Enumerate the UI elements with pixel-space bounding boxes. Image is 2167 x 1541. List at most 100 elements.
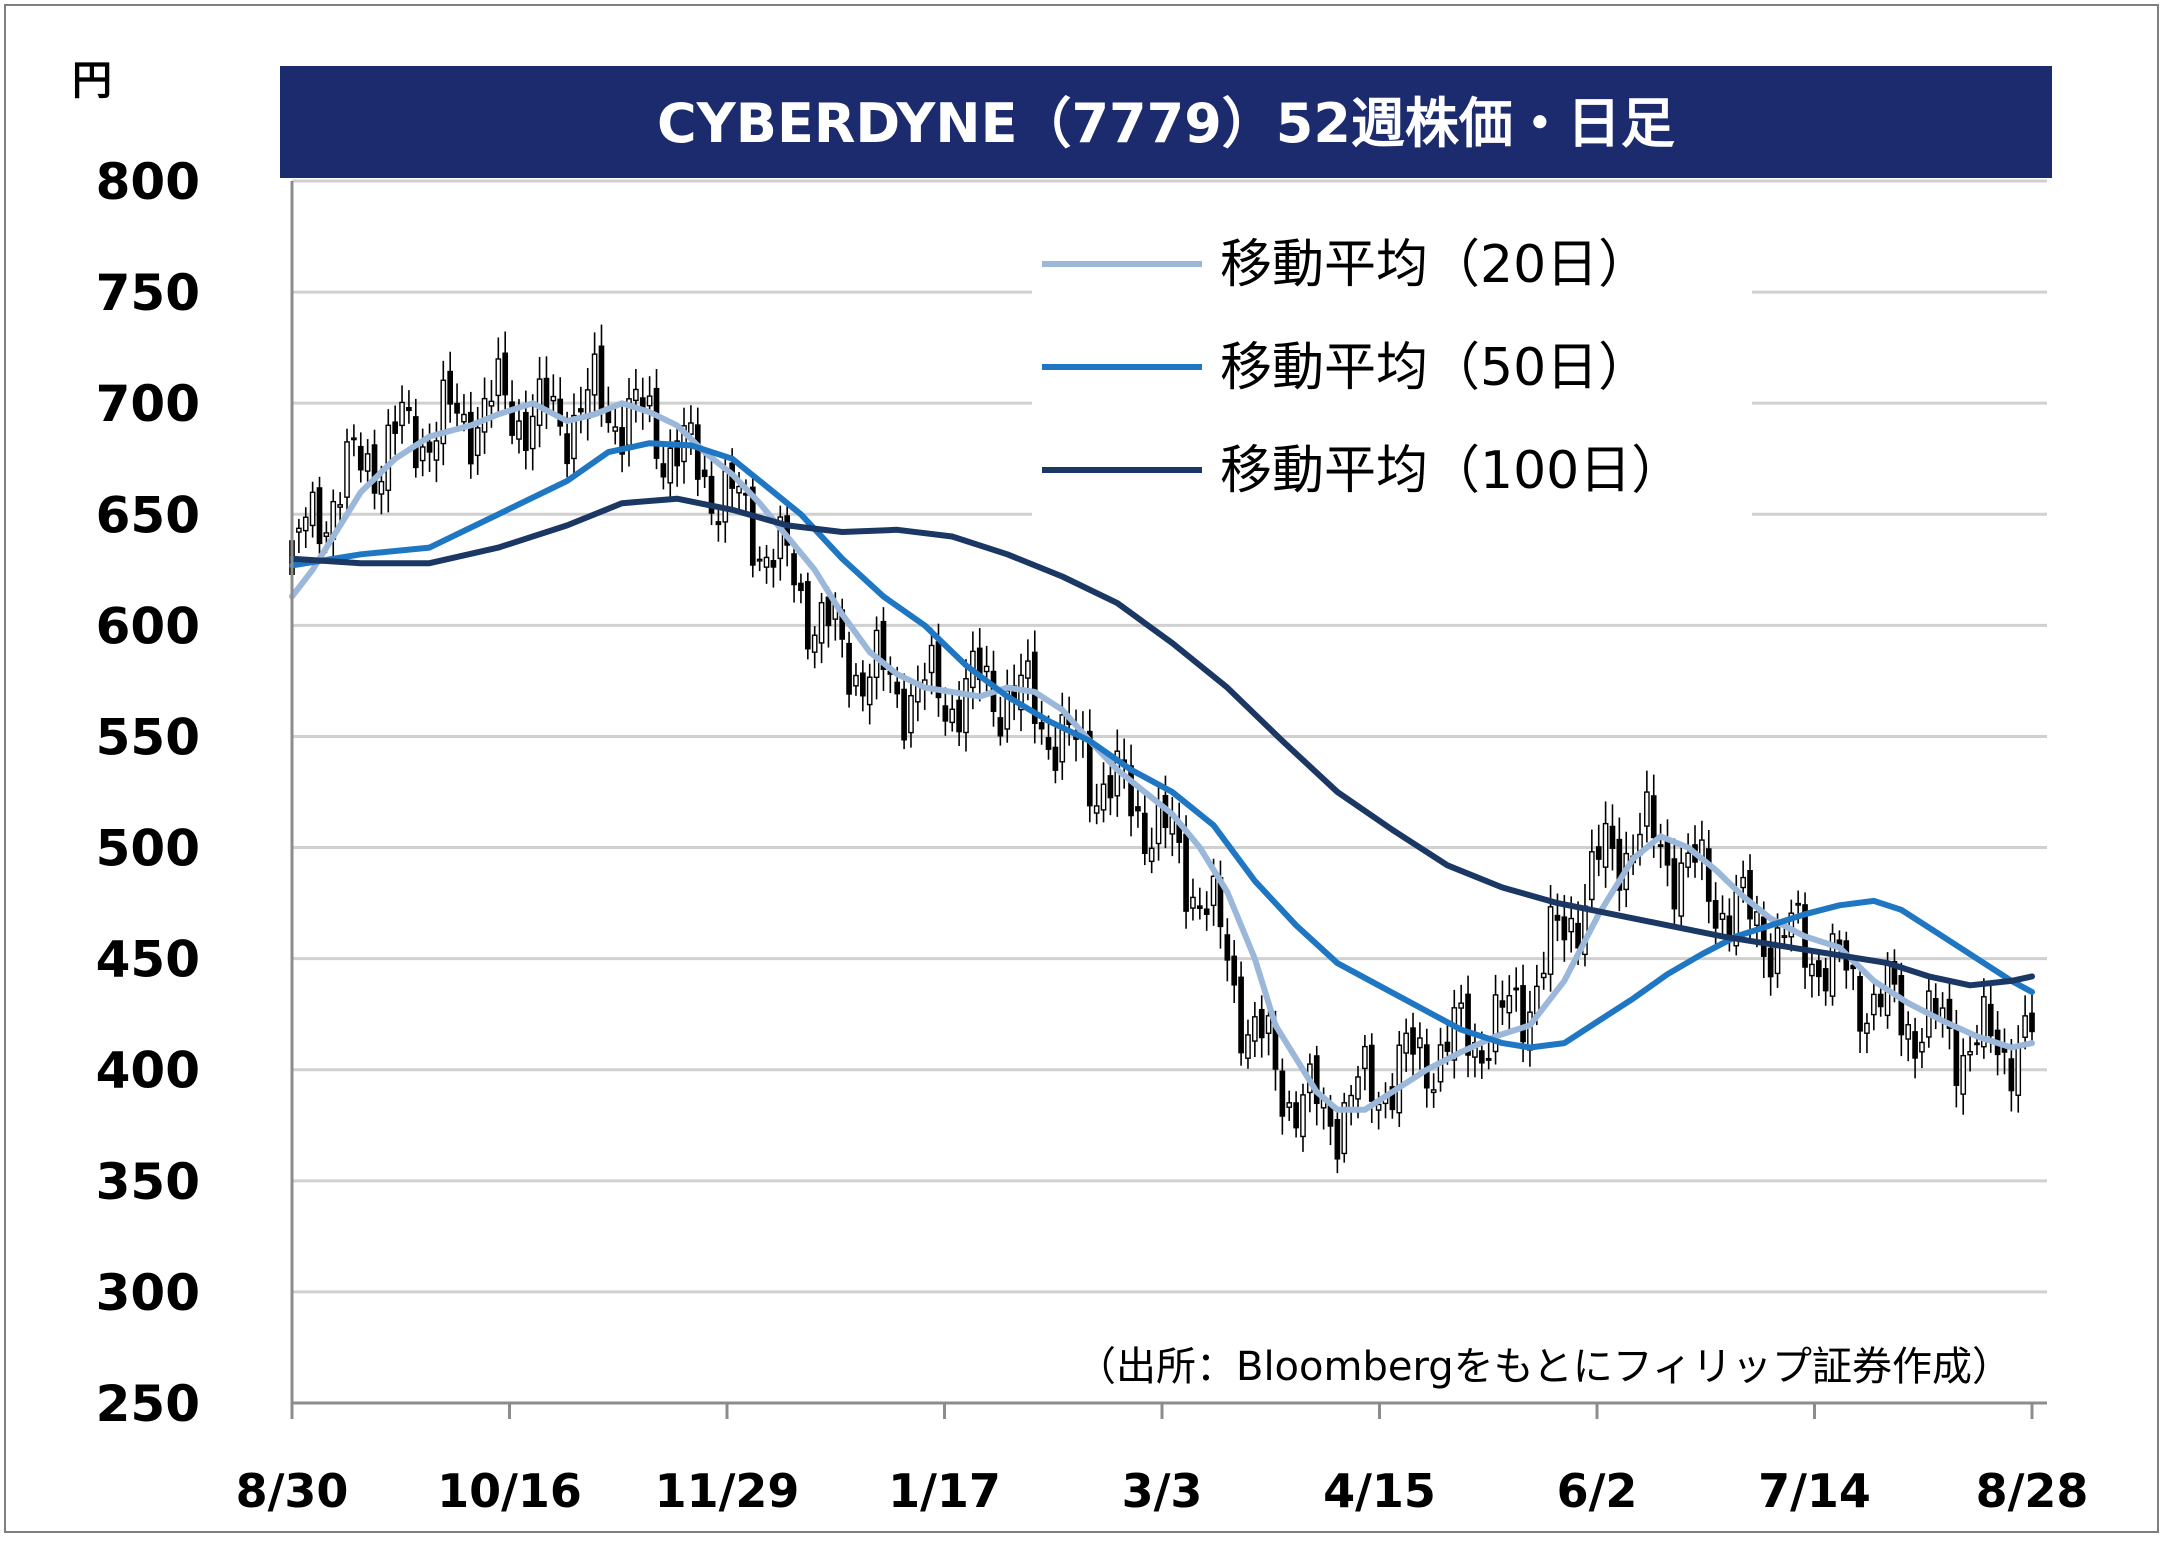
candle-body	[1417, 1037, 1423, 1049]
candle-body	[798, 582, 804, 592]
candle-body	[2029, 1012, 2035, 1033]
candle-body	[1183, 833, 1189, 912]
candle-body	[694, 424, 701, 480]
candle-body	[825, 596, 832, 627]
candle-body	[1300, 1094, 1306, 1138]
candle-body	[1767, 947, 1774, 978]
candle-body	[701, 469, 708, 478]
candle-body	[983, 665, 990, 673]
candle-body	[1410, 1027, 1416, 1055]
candle-body	[509, 401, 515, 436]
candle-body	[1568, 917, 1575, 933]
candle-body	[1093, 805, 1100, 814]
candle-body	[571, 414, 577, 460]
candle-body	[846, 642, 852, 695]
candle-body	[811, 634, 818, 653]
candle-body	[1403, 1032, 1409, 1054]
candle-body	[454, 402, 460, 414]
y-tick-label: 450	[96, 931, 200, 989]
candle-body	[591, 353, 598, 396]
candle-body	[1616, 838, 1623, 891]
candle-body	[564, 433, 570, 465]
axes	[290, 181, 2047, 1405]
candle-body	[385, 424, 392, 491]
candle-body	[481, 397, 488, 433]
y-tick-label: 350	[96, 1153, 200, 1211]
candle-body	[302, 516, 309, 532]
candle-body	[550, 395, 557, 402]
source-box	[727, 1327, 2027, 1397]
candle-body	[1004, 690, 1011, 730]
candle-body	[956, 699, 962, 733]
candle-body	[1561, 916, 1568, 941]
candle-body	[502, 352, 509, 396]
legend-label: 移動平均（20日）	[1220, 235, 1650, 295]
candle-body	[1478, 1050, 1485, 1064]
candle-body	[1953, 1026, 1960, 1086]
candle-body	[357, 445, 364, 471]
candle-body	[1368, 1044, 1375, 1102]
candle-body	[419, 446, 426, 462]
candle-body	[467, 411, 474, 465]
moving-average-line	[289, 440, 2035, 1051]
candle-body	[2008, 1058, 2015, 1092]
candle-body	[1031, 651, 1038, 724]
candle-body	[715, 521, 722, 526]
candle-body	[1086, 730, 1093, 807]
candle-body	[1135, 806, 1141, 812]
candle-body	[660, 463, 667, 478]
candle-body	[1946, 998, 1953, 1029]
candle-body	[1822, 968, 1829, 992]
candle-body	[1987, 1003, 1994, 1037]
candle-body	[901, 688, 907, 741]
candle-body	[1857, 975, 1863, 1032]
candle-body	[708, 475, 715, 514]
candle-body	[633, 388, 639, 402]
candle-body	[1389, 1086, 1396, 1111]
candle-body	[1747, 870, 1753, 920]
candle-body	[323, 532, 330, 537]
candle-body	[791, 553, 797, 586]
candle-body	[1252, 1016, 1258, 1042]
x-tick-label: 8/30	[236, 1464, 349, 1518]
moving-average-line	[289, 400, 2035, 1113]
candle-body	[674, 440, 680, 467]
candle-body	[399, 401, 405, 427]
candle-body	[653, 387, 660, 459]
candle-body	[2015, 1044, 2022, 1096]
candle-body	[777, 516, 784, 560]
candle-body	[1595, 846, 1602, 860]
candle-body	[1754, 911, 1760, 926]
candle-body	[495, 358, 502, 397]
candle-body	[1671, 858, 1678, 910]
candle-body	[337, 504, 343, 508]
candle-body	[1705, 848, 1712, 902]
candle-body	[1891, 960, 1898, 985]
candle-body	[1045, 736, 1052, 750]
candle-body	[1781, 935, 1788, 939]
candle-body	[1864, 1022, 1870, 1034]
candle-body	[1499, 1000, 1506, 1008]
candle-body	[1912, 1031, 1918, 1059]
candle-body	[1829, 933, 1836, 997]
candle-body	[1740, 876, 1746, 889]
x-tick-label: 8/28	[1976, 1464, 2089, 1518]
chart: CYBERDYNE（7779）52週株価・日足 円 250 300 350 400 45…	[72, 58, 2089, 1518]
candle-body	[557, 398, 564, 427]
candle-body	[1430, 1089, 1437, 1094]
candle-body	[426, 441, 433, 453]
x-tick-label: 10/16	[437, 1464, 582, 1518]
candle-body	[1141, 812, 1148, 855]
y-tick-label: 250	[96, 1375, 200, 1433]
candle-body	[1492, 994, 1499, 1053]
candle-body	[1506, 995, 1513, 1014]
candle-body	[1960, 1054, 1967, 1095]
candle-body	[1664, 839, 1671, 866]
candle-body	[1974, 1042, 1980, 1046]
candle-body	[351, 437, 357, 441]
candle-body	[1540, 972, 1547, 979]
candle-body	[997, 717, 1004, 737]
candle-body	[1458, 1002, 1465, 1009]
candle-body	[1719, 912, 1726, 920]
candle-body	[612, 426, 619, 432]
